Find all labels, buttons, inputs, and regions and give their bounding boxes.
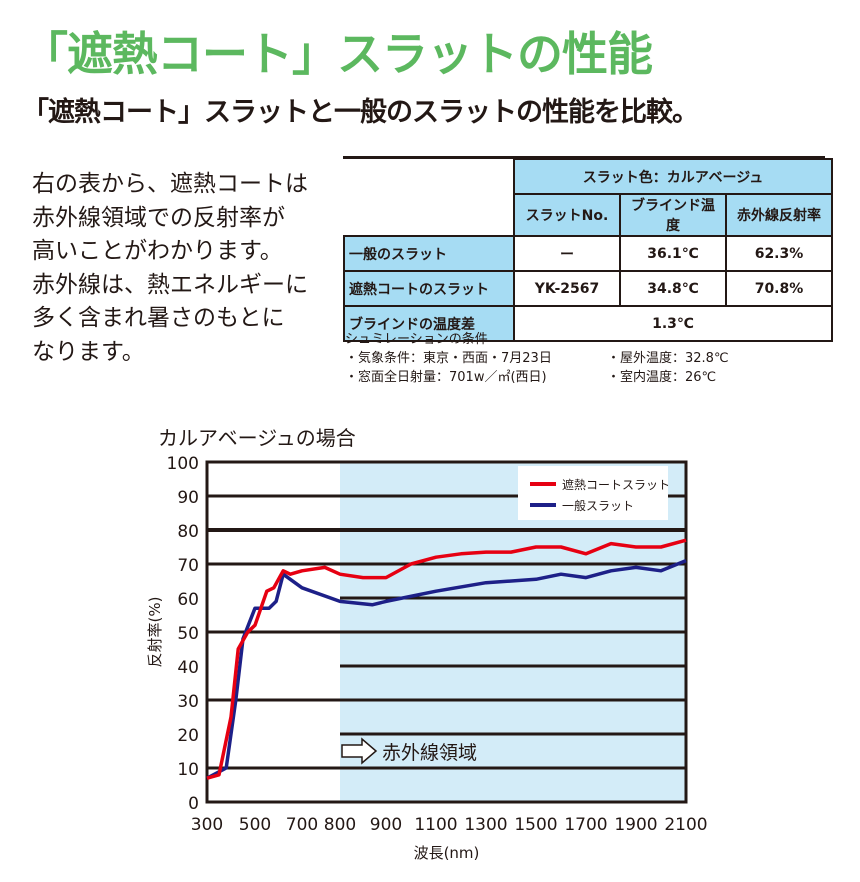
y-tick-label: 10: [177, 760, 199, 780]
y-tick-label: 70: [177, 556, 199, 576]
desc-line: 高いことがわかります。: [32, 238, 283, 264]
x-tick-label: 1100: [414, 815, 457, 835]
x-tick-label: 2100: [664, 815, 707, 835]
row-label: 遮熱コートのスラット: [343, 270, 515, 307]
x-tick-label: 300: [191, 815, 223, 835]
y-tick-label: 100: [167, 454, 199, 474]
table-row: 一般のスラット ー 36.1℃ 62.3%: [343, 235, 833, 272]
conditions-title: シュミレーションの条件: [345, 332, 488, 347]
condition: ・室内温度：26℃: [607, 370, 717, 385]
y-tick-label: 0: [188, 794, 199, 814]
x-axis-label: 波長(nm): [414, 844, 480, 862]
chart-title: カルアベージュの場合: [158, 426, 356, 450]
y-tick-label: 40: [177, 658, 199, 678]
x-tick-label: 1300: [464, 815, 507, 835]
desc-line: 赤外線は、熱エネルギーに: [32, 271, 308, 298]
legend-label: 遮熱コートスラット: [562, 477, 670, 492]
y-tick-label: 80: [177, 522, 199, 542]
description: 右の表から、遮熱コートは 赤外線領域での反射率が 高いことがわかります。 赤外線…: [32, 168, 332, 369]
cell: 34.8℃: [619, 270, 727, 307]
y-tick-label: 90: [177, 488, 199, 508]
series-line: [206, 558, 687, 780]
x-tick-label: 1500: [514, 815, 557, 835]
cell: 36.1℃: [619, 235, 727, 272]
col-header: 赤外線反射率: [725, 193, 833, 237]
cell: YK-2567: [513, 270, 621, 307]
condition: ・気象条件：東京・西面・7月23日: [345, 351, 552, 366]
plot-frame: [205, 460, 688, 804]
x-tick-label: 1700: [564, 815, 607, 835]
infrared-annotation: 赤外線領域: [382, 742, 477, 764]
page-subtitle: 「遮熱コート」スラットと一般のスラットの性能を比較。: [22, 97, 699, 128]
y-tick-label: 60: [177, 590, 199, 610]
x-tick-label: 900: [370, 815, 402, 835]
table-top-rule: [343, 156, 825, 159]
x-tick-label: 1900: [614, 815, 657, 835]
y-tick-label: 20: [177, 726, 199, 746]
y-axis-label: 反射率(%): [146, 597, 164, 668]
group-header: スラット色：カルアベージュ: [513, 158, 833, 195]
cell: 1.3℃: [513, 305, 833, 342]
desc-line: 右の表から、遮熱コートは: [32, 171, 308, 197]
desc-line: 多く含まれ暑さのもとに: [32, 305, 285, 331]
y-tick-label: 50: [177, 624, 199, 644]
series-line: [206, 538, 687, 780]
condition: ・窓面全日射量：701w／㎡(西日): [345, 370, 547, 385]
arrow-icon: [341, 737, 378, 765]
row-label: 一般のスラット: [343, 235, 515, 272]
cell: 62.3%: [725, 235, 833, 272]
row-label: ブラインドの温度差: [343, 305, 515, 342]
condition: ・屋外温度：32.8℃: [607, 351, 729, 366]
y-tick-label: 30: [177, 692, 199, 712]
table-row: ブラインドの温度差 1.3℃: [343, 305, 833, 342]
col-header: ブラインド温度: [619, 193, 727, 237]
x-tick-label: 500: [239, 815, 271, 835]
conditions: シュミレーションの条件 ・気象条件：東京・西面・7月23日 ・屋外温度：32.8℃…: [345, 330, 729, 387]
cell: 70.8%: [725, 270, 833, 307]
col-header: スラットNo.: [513, 193, 621, 237]
page-title: 「遮熱コート」スラットの性能: [22, 27, 653, 81]
x-tick-label: 700: [286, 815, 318, 835]
desc-line: 赤外線領域での反射率が: [32, 204, 285, 231]
table-row: 遮熱コートのスラット YK-2567 34.8℃ 70.8%: [343, 270, 833, 307]
comparison-table: スラット色：カルアベージュ スラットNo. ブラインド温度 赤外線反射率 一般の…: [343, 158, 833, 342]
legend-label: 一般スラット: [562, 498, 634, 513]
legend-box: [518, 466, 668, 520]
desc-line: なります。: [32, 338, 145, 365]
x-tick-label: 800: [324, 815, 356, 835]
cell: ー: [513, 235, 621, 272]
